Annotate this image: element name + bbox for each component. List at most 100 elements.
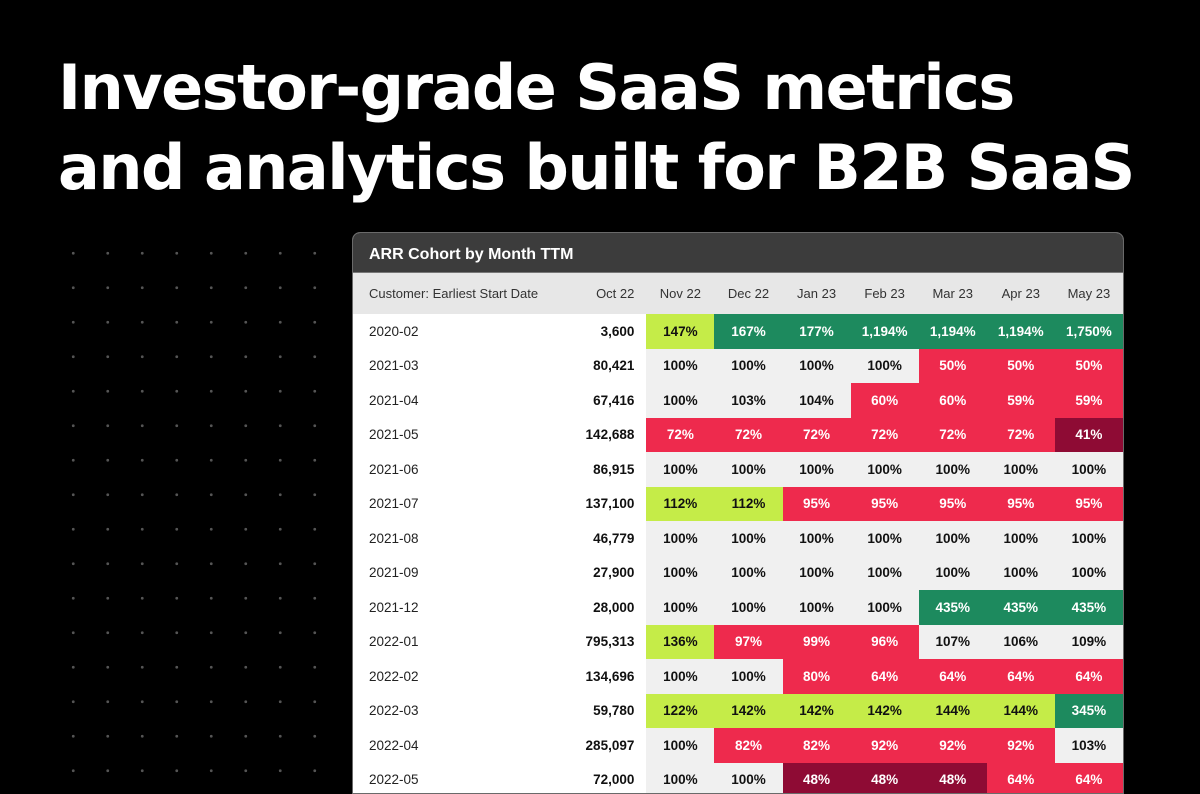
retention-cell: 92% [987, 728, 1055, 763]
column-header[interactable]: Jan 23 [783, 273, 851, 314]
retention-cell: 100% [783, 349, 851, 384]
retention-cell: 100% [714, 763, 782, 794]
retention-cell: 92% [851, 728, 919, 763]
retention-cell: 100% [919, 452, 987, 487]
retention-cell: 41% [1055, 418, 1123, 453]
retention-cell: 72% [783, 418, 851, 453]
retention-cell: 72% [851, 418, 919, 453]
starting-arr-cell: 28,000 [578, 590, 646, 625]
retention-cell: 122% [646, 694, 714, 729]
starting-arr-cell: 3,600 [578, 314, 646, 349]
starting-arr-cell: 59,780 [578, 694, 646, 729]
column-header[interactable]: Nov 22 [646, 273, 714, 314]
cohort-date-cell: 2022-05 [353, 763, 578, 794]
retention-cell: 142% [714, 694, 782, 729]
retention-cell: 64% [851, 659, 919, 694]
retention-cell: 100% [783, 452, 851, 487]
retention-cell: 144% [987, 694, 1055, 729]
retention-cell: 100% [987, 556, 1055, 591]
retention-cell: 147% [646, 314, 714, 349]
retention-cell: 95% [1055, 487, 1123, 522]
retention-cell: 100% [646, 452, 714, 487]
retention-cell: 100% [851, 521, 919, 556]
retention-cell: 59% [1055, 383, 1123, 418]
starting-arr-cell: 142,688 [578, 418, 646, 453]
retention-cell: 100% [646, 728, 714, 763]
cohort-date-cell: 2021-03 [353, 349, 578, 384]
retention-cell: 100% [646, 349, 714, 384]
retention-cell: 1,750% [1055, 314, 1123, 349]
column-header[interactable]: May 23 [1055, 273, 1123, 314]
retention-cell: 72% [646, 418, 714, 453]
retention-cell: 100% [1055, 556, 1123, 591]
retention-cell: 1,194% [987, 314, 1055, 349]
column-header[interactable]: Feb 23 [851, 273, 919, 314]
retention-cell: 82% [783, 728, 851, 763]
retention-cell: 100% [851, 590, 919, 625]
retention-cell: 112% [646, 487, 714, 522]
retention-cell: 96% [851, 625, 919, 660]
retention-cell: 100% [646, 521, 714, 556]
starting-arr-cell: 67,416 [578, 383, 646, 418]
retention-cell: 100% [714, 659, 782, 694]
panel-title: ARR Cohort by Month TTM [353, 233, 1123, 273]
column-header[interactable]: Customer: Earliest Start Date [353, 273, 578, 314]
cohort-date-cell: 2022-04 [353, 728, 578, 763]
retention-cell: 64% [987, 659, 1055, 694]
retention-cell: 112% [714, 487, 782, 522]
cohort-date-cell: 2022-03 [353, 694, 578, 729]
cohort-date-cell: 2021-05 [353, 418, 578, 453]
headline: Investor-grade SaaS metrics and analytic… [58, 48, 1178, 208]
starting-arr-cell: 80,421 [578, 349, 646, 384]
retention-cell: 100% [714, 349, 782, 384]
retention-cell: 177% [783, 314, 851, 349]
cohort-date-cell: 2021-08 [353, 521, 578, 556]
column-header[interactable]: Apr 23 [987, 273, 1055, 314]
retention-cell: 100% [851, 556, 919, 591]
cohort-date-cell: 2021-04 [353, 383, 578, 418]
column-header[interactable]: Oct 22 [578, 273, 646, 314]
retention-cell: 100% [783, 521, 851, 556]
retention-cell: 100% [783, 590, 851, 625]
column-header[interactable]: Mar 23 [919, 273, 987, 314]
retention-cell: 144% [919, 694, 987, 729]
retention-cell: 142% [783, 694, 851, 729]
retention-cell: 59% [987, 383, 1055, 418]
retention-cell: 100% [919, 556, 987, 591]
retention-cell: 100% [1055, 452, 1123, 487]
retention-cell: 64% [987, 763, 1055, 794]
cohort-date-cell: 2021-06 [353, 452, 578, 487]
retention-cell: 100% [987, 521, 1055, 556]
retention-cell: 48% [851, 763, 919, 794]
retention-cell: 100% [783, 556, 851, 591]
retention-cell: 72% [714, 418, 782, 453]
column-header[interactable]: Dec 22 [714, 273, 782, 314]
retention-cell: 80% [783, 659, 851, 694]
cohort-table: Customer: Earliest Start Date Oct 22 Nov… [353, 273, 1123, 794]
retention-cell: 50% [919, 349, 987, 384]
retention-cell: 1,194% [851, 314, 919, 349]
retention-cell: 103% [1055, 728, 1123, 763]
retention-cell: 435% [987, 590, 1055, 625]
retention-cell: 50% [1055, 349, 1123, 384]
retention-cell: 64% [919, 659, 987, 694]
retention-cell: 72% [919, 418, 987, 453]
retention-cell: 142% [851, 694, 919, 729]
retention-cell: 100% [919, 521, 987, 556]
dot-grid-decoration [56, 236, 336, 780]
retention-cell: 100% [646, 556, 714, 591]
